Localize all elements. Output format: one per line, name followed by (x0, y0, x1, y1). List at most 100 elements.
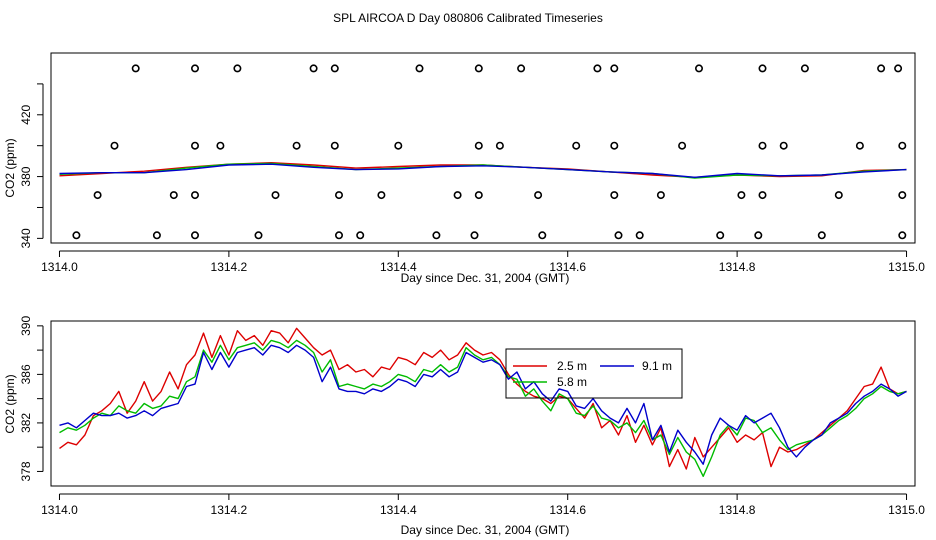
top-x-tick-label: 1314.4 (380, 260, 417, 274)
circle-marker-level-3 (271, 191, 280, 200)
legend-label-9.1m: 9.1 m (642, 359, 672, 373)
circle-marker-level-1 (610, 64, 619, 73)
bottom-y-axis: 378 382 386 390 (19, 316, 44, 481)
legend: 2.5 m 9.1 m 5.8 m (505, 348, 683, 399)
bottom-x-axis-label: Day since Dec. 31, 2004 (GMT) (401, 523, 570, 537)
bottom-series-lines (59, 327, 907, 477)
circle-marker-level-1 (593, 64, 602, 73)
top-plot-frame (50, 52, 916, 244)
circle-marker-level-4 (191, 231, 200, 240)
circle-marker-level-3 (453, 191, 462, 200)
circle-marker-level-3 (534, 191, 543, 200)
circle-marker-level-2 (898, 141, 907, 150)
circle-marker-level-3 (834, 191, 843, 200)
top-panel: 1314.0 1314.2 1314.4 1314.6 1314.8 1315.0 340… (3, 52, 925, 285)
circle-marker-level-4 (716, 231, 725, 240)
circle-marker-level-1 (758, 64, 767, 73)
legend-label-2.5m: 2.5 m (557, 359, 587, 373)
circle-marker-level-4 (432, 231, 441, 240)
circle-marker-level-4 (817, 231, 826, 240)
bottom-x-tick-label: 1314.8 (719, 503, 756, 517)
top-circle-markers (72, 64, 907, 240)
circle-marker-level-4 (538, 231, 547, 240)
circle-marker-level-3 (898, 191, 907, 200)
top-x-tick-label: 1314.0 (41, 260, 78, 274)
circle-marker-level-3 (474, 191, 483, 200)
bottom-x-tick-label: 1314.2 (211, 503, 248, 517)
circle-marker-level-1 (309, 64, 318, 73)
circle-marker-level-2 (110, 141, 119, 150)
circle-marker-level-2 (330, 141, 339, 150)
circle-marker-level-3 (191, 191, 200, 200)
circle-marker-level-4 (334, 231, 343, 240)
circle-marker-level-4 (614, 231, 623, 240)
circle-marker-level-3 (93, 191, 102, 200)
bottom-x-tick-label: 1314.0 (41, 503, 78, 517)
chart-title: SPL AIRCOA D Day 080806 Calibrated Times… (333, 11, 603, 25)
circle-marker-level-3 (737, 191, 746, 200)
circle-marker-level-2 (758, 141, 767, 150)
bottom-x-tick-label: 1315.0 (888, 503, 925, 517)
circle-marker-level-1 (694, 64, 703, 73)
circle-marker-level-3 (758, 191, 767, 200)
circle-marker-level-1 (517, 64, 526, 73)
bottom-y-axis-label: CO2 (ppm) (3, 374, 17, 433)
legend-box (505, 348, 683, 399)
circle-marker-level-4 (754, 231, 763, 240)
circle-marker-level-2 (779, 141, 788, 150)
bottom-x-axis: 1314.0 1314.2 1314.4 1314.6 1314.8 1315.0 (41, 493, 925, 517)
bottom-plot-frame (50, 320, 916, 487)
bottom-series-5-8-m (59, 339, 907, 477)
top-y-axis: 340 380 420 (19, 83, 44, 248)
top-y-tick-label: 380 (19, 166, 33, 186)
top-x-axis-label: Day since Dec. 31, 2004 (GMT) (401, 271, 570, 285)
circle-marker-level-3 (169, 191, 178, 200)
circle-marker-level-3 (334, 191, 343, 200)
circle-marker-level-2 (678, 141, 687, 150)
top-y-tick-label: 340 (19, 228, 33, 248)
circle-marker-level-2 (292, 141, 301, 150)
circle-marker-level-2 (495, 141, 504, 150)
bottom-y-tick-label: 386 (19, 364, 33, 384)
circle-marker-level-1 (191, 64, 200, 73)
circle-marker-level-4 (635, 231, 644, 240)
circle-marker-level-2 (191, 141, 200, 150)
top-x-axis: 1314.0 1314.2 1314.4 1314.6 1314.8 1315.0 (41, 250, 925, 274)
bottom-series-2-5-m (59, 327, 907, 470)
circle-marker-level-1 (877, 64, 886, 73)
top-x-tick-label: 1314.6 (549, 260, 586, 274)
bottom-panel: 1314.0 1314.2 1314.4 1314.6 1314.8 1315.0 378… (3, 316, 925, 537)
circle-marker-level-4 (356, 231, 365, 240)
circle-marker-level-2 (394, 141, 403, 150)
top-y-axis-label: CO2 (ppm) (3, 138, 17, 197)
top-x-tick-label: 1315.0 (888, 260, 925, 274)
circle-marker-level-4 (898, 231, 907, 240)
circle-marker-level-1 (474, 64, 483, 73)
top-x-tick-label: 1314.8 (719, 260, 756, 274)
circle-marker-level-2 (474, 141, 483, 150)
top-y-tick-label: 420 (19, 104, 33, 124)
bottom-y-tick-label: 378 (19, 461, 33, 481)
circle-marker-level-1 (131, 64, 140, 73)
legend-label-5.8m: 5.8 m (557, 375, 587, 389)
circle-marker-level-3 (610, 191, 619, 200)
top-series-lines (59, 161, 907, 179)
bottom-x-tick-label: 1314.6 (549, 503, 586, 517)
top-series-9-1-m (59, 163, 907, 179)
circle-marker-level-2 (855, 141, 864, 150)
circle-marker-level-2 (610, 141, 619, 150)
circle-marker-level-4 (254, 231, 263, 240)
circle-marker-level-2 (216, 141, 225, 150)
circle-marker-level-1 (800, 64, 809, 73)
circle-marker-level-4 (72, 231, 81, 240)
circle-marker-level-3 (656, 191, 665, 200)
bottom-x-tick-label: 1314.4 (380, 503, 417, 517)
circle-marker-level-3 (377, 191, 386, 200)
circle-marker-level-4 (470, 231, 479, 240)
bottom-series-9-1-m (59, 344, 907, 465)
circle-marker-level-1 (894, 64, 903, 73)
bottom-y-tick-label: 382 (19, 413, 33, 433)
bottom-y-tick-label: 390 (19, 316, 33, 336)
circle-marker-level-2 (572, 141, 581, 150)
